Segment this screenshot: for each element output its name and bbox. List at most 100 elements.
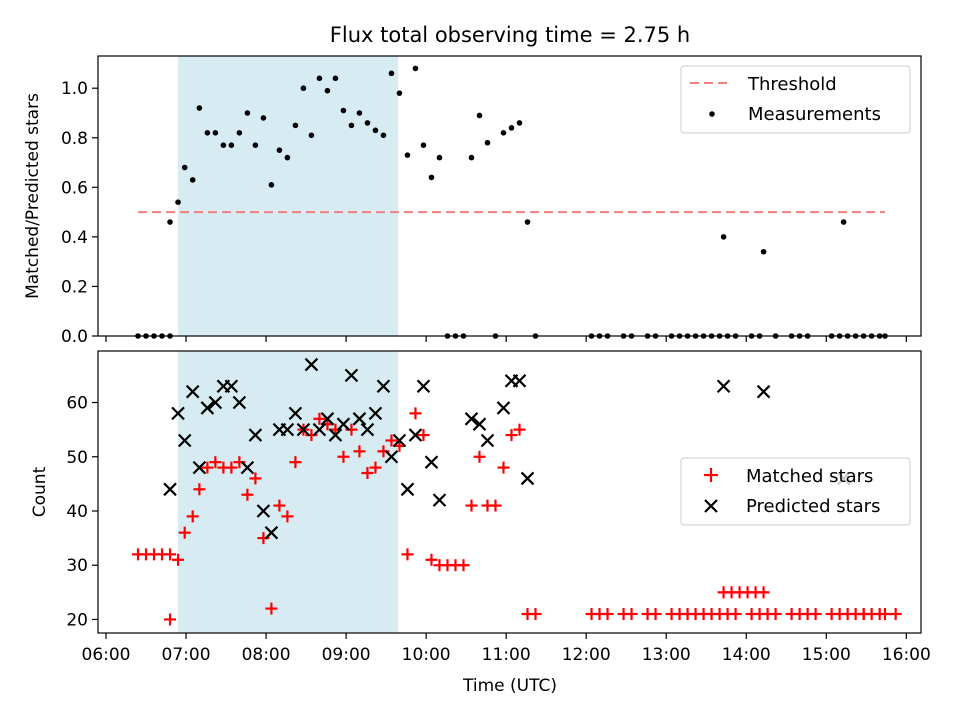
measurement-point <box>220 142 227 149</box>
matched-star-point <box>164 548 177 561</box>
measurement-point <box>300 85 307 92</box>
bottom-x-tick-label: 14:00 <box>722 645 771 665</box>
bottom-x-tick-label: 15:00 <box>802 645 851 665</box>
predicted-star-point <box>368 406 383 421</box>
predicted-star-point <box>171 406 185 421</box>
matched-star-point <box>273 499 286 512</box>
measurement-point <box>340 107 347 114</box>
legend-predicted-label: Predicted stars <box>746 496 880 517</box>
predicted-star-point <box>352 412 367 426</box>
bottom-y-tick-label: 20 <box>66 610 88 630</box>
measurement-point <box>388 70 395 77</box>
measurement-point <box>252 142 259 149</box>
predicted-star-point <box>320 412 335 426</box>
top-axes-frame <box>97 55 922 337</box>
measurement-point <box>324 87 331 94</box>
measurement-point <box>500 130 507 136</box>
matched-star-point <box>601 608 614 621</box>
bottom-legend-frame <box>680 457 911 526</box>
matched-star-point <box>625 608 638 621</box>
predicted-star-point <box>472 417 487 431</box>
matched-star-point <box>505 429 518 442</box>
matched-star-point <box>385 434 398 447</box>
bottom-y-tick-label: 40 <box>66 502 88 522</box>
matched-star-point <box>313 412 326 425</box>
matched-star-point <box>193 483 206 496</box>
predicted-star-point <box>432 493 447 507</box>
matched-star-point <box>172 553 185 566</box>
matched-star-point <box>361 467 374 480</box>
predicted-star-point <box>756 384 771 399</box>
matched-star-point <box>649 608 662 621</box>
matched-star-point <box>489 499 502 512</box>
predicted-star-point <box>163 482 177 497</box>
measurement-point <box>476 112 483 119</box>
legend-threshold-label: Threshold <box>747 74 837 95</box>
predicted-star-point <box>192 460 207 475</box>
top-y-tick-label: 0.4 <box>61 228 88 248</box>
measurement-point <box>760 248 767 255</box>
matched-star-point <box>409 407 422 420</box>
bottom-x-tick-label: 12:00 <box>562 645 611 665</box>
matched-star-point <box>757 586 770 599</box>
predicted-star-point <box>344 368 359 383</box>
matched-star-point <box>369 461 382 474</box>
measurement-point <box>412 65 419 72</box>
predicted-star-point <box>336 417 351 431</box>
measurement-point <box>175 199 181 205</box>
measurement-point <box>204 130 211 136</box>
bottom-axes-frame <box>97 350 922 634</box>
bottom-x-tick-label: 10:00 <box>402 645 451 665</box>
measurement-point <box>372 127 379 134</box>
bottom-predicted-points <box>163 357 851 540</box>
predicted-star-point <box>312 422 327 437</box>
measurement-point <box>428 174 435 181</box>
matched-star-point <box>761 608 774 621</box>
predicted-star-point <box>177 433 192 448</box>
matched-star-point <box>281 510 294 523</box>
predicted-star-point <box>360 422 375 437</box>
predicted-star-point <box>280 422 295 437</box>
measurement-point <box>396 90 403 96</box>
bottom-y-tick-label: 60 <box>66 394 88 414</box>
predicted-star-point <box>264 525 279 540</box>
top-y-tick-label: 0.8 <box>61 129 88 149</box>
matched-star-point <box>809 608 822 621</box>
measurement-point <box>840 219 847 225</box>
bottom-x-tick-label: 13:00 <box>642 645 691 665</box>
measurement-point <box>212 130 219 136</box>
predicted-star-point <box>248 428 263 442</box>
predicted-star-point <box>296 422 311 437</box>
legend-matched-swatch <box>704 468 718 482</box>
predicted-star-point <box>400 482 415 497</box>
measurement-point <box>189 177 196 183</box>
measurement-point <box>420 142 427 149</box>
predicted-star-point <box>424 455 439 469</box>
predicted-star-point <box>200 401 215 415</box>
legend-matched-label: Matched stars <box>746 466 873 487</box>
measurement-point <box>308 132 315 139</box>
bottom-xlabel: Time (UTC) <box>462 676 557 696</box>
measurement-point <box>436 154 443 161</box>
matched-star-point <box>513 423 526 436</box>
predicted-star-point <box>256 504 271 518</box>
measurement-point <box>364 120 371 126</box>
predicted-star-point <box>328 428 343 442</box>
matched-star-point <box>265 602 278 615</box>
legend-measurements-swatch <box>709 111 715 117</box>
matched-star-point <box>465 499 478 512</box>
top-y-tick-label: 0.0 <box>61 327 88 347</box>
predicted-star-point <box>716 379 731 394</box>
matched-star-point <box>457 559 470 572</box>
measurement-point <box>316 75 323 82</box>
bottom-legend: Matched stars Predicted stars <box>680 457 911 526</box>
bottom-x-tick-label: 08:00 <box>242 645 291 665</box>
top-y-ticks: 0.0 0.2 0.4 0.6 0.8 1.0 <box>61 79 98 347</box>
measurement-point <box>484 139 491 146</box>
top-y-tick-label: 0.2 <box>61 277 88 297</box>
matched-star-point <box>249 472 262 485</box>
matched-star-point <box>425 553 438 566</box>
bottom-x-tick-label: 07:00 <box>162 645 211 665</box>
bottom-x-tick-label: 16:00 <box>882 645 931 665</box>
